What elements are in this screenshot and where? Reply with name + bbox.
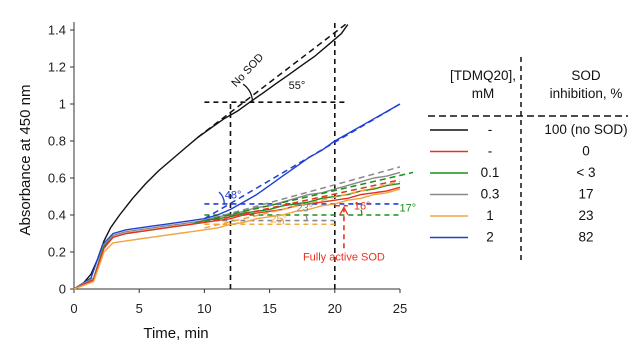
angle-arc bbox=[305, 214, 308, 221]
slope-fit-line bbox=[197, 22, 349, 138]
legend-table: [TDMQ20], mM SOD inhibition, % - 100 (no … bbox=[428, 57, 628, 262]
annotation-label: No SOD bbox=[229, 51, 266, 89]
arrow-head bbox=[339, 206, 349, 215]
angle-arc bbox=[281, 218, 285, 225]
y-tick-label: 1.2 bbox=[48, 60, 66, 75]
table-cell-concentration: 2 bbox=[486, 230, 494, 245]
y-tick-label: 0.6 bbox=[48, 171, 66, 186]
angle-arc bbox=[360, 209, 363, 216]
series-line bbox=[73, 24, 349, 290]
slope-fit-line bbox=[204, 171, 414, 222]
table-header-concentration-line2: mM bbox=[472, 86, 495, 101]
y-tick-label: 0.2 bbox=[48, 245, 66, 260]
y-axis-title: Absorbance at 450 nm bbox=[17, 85, 34, 236]
slope-fit-line bbox=[204, 103, 401, 220]
annotation-label: 48° bbox=[225, 189, 242, 201]
y-tick-label: 1.4 bbox=[48, 23, 66, 38]
table-cell-concentration: 1 bbox=[486, 208, 494, 223]
table-header-inhibition-line1: SOD bbox=[571, 68, 601, 83]
table-rows: - 100 (no SOD) - 0 0.1 < 3 0.3 17 1 23 2 82 bbox=[430, 122, 628, 245]
series-line bbox=[73, 103, 401, 290]
table-cell-concentration: - bbox=[488, 144, 493, 159]
y-tick-label: 0.4 bbox=[48, 208, 66, 223]
table-cell-inhibition: 0 bbox=[582, 144, 590, 159]
table-header-concentration-line1: [TDMQ20], bbox=[450, 68, 516, 83]
x-tick-label: 25 bbox=[393, 301, 407, 316]
angle-arc bbox=[218, 191, 225, 204]
angle-arc bbox=[242, 83, 254, 103]
series-line bbox=[73, 188, 401, 290]
x-tick-label: 20 bbox=[328, 301, 342, 316]
series-line bbox=[73, 186, 401, 290]
slope-fit-line bbox=[204, 180, 401, 229]
x-axis-title: Time, min bbox=[143, 325, 208, 342]
x-tick-label: 5 bbox=[136, 301, 143, 316]
table-cell-concentration: - bbox=[488, 122, 493, 137]
annotation-label: 23° bbox=[296, 202, 313, 214]
x-tick-label: 0 bbox=[70, 301, 77, 316]
annotation-label: 17° bbox=[400, 202, 417, 214]
table-cell-inhibition: < 3 bbox=[576, 165, 595, 180]
x-tick-label: 15 bbox=[262, 301, 276, 316]
y-tick-label: 1 bbox=[59, 97, 66, 112]
table-cell-concentration: 0.1 bbox=[481, 165, 500, 180]
annotation-label: 16° bbox=[354, 200, 371, 212]
x-tick-label: 10 bbox=[197, 301, 211, 316]
table-header-inhibition-line2: inhibition, % bbox=[550, 86, 623, 101]
table-cell-inhibition: 23 bbox=[578, 208, 593, 223]
table-cell-inhibition: 17 bbox=[578, 187, 593, 202]
table-cell-inhibition: 82 bbox=[578, 230, 593, 245]
y-tick-label: 0 bbox=[59, 282, 66, 297]
slope-fit-line bbox=[204, 179, 401, 224]
table-cell-inhibition: 100 (no SOD) bbox=[544, 122, 627, 137]
slope-fit-line bbox=[204, 166, 401, 222]
plot-area: 0 0.2 0.4 0.6 0.8 1 1.2 1.4 0 5 10 15 20 25 No SOD 55° 4… bbox=[48, 22, 416, 316]
table-cell-concentration: 0.3 bbox=[481, 187, 500, 202]
annotation-label: Fully active SOD bbox=[303, 251, 385, 263]
angle-arc bbox=[355, 202, 358, 206]
y-tick-label: 0.8 bbox=[48, 134, 66, 149]
annotation-label: 55° bbox=[289, 80, 306, 92]
annotation-label: 25° bbox=[270, 213, 287, 225]
